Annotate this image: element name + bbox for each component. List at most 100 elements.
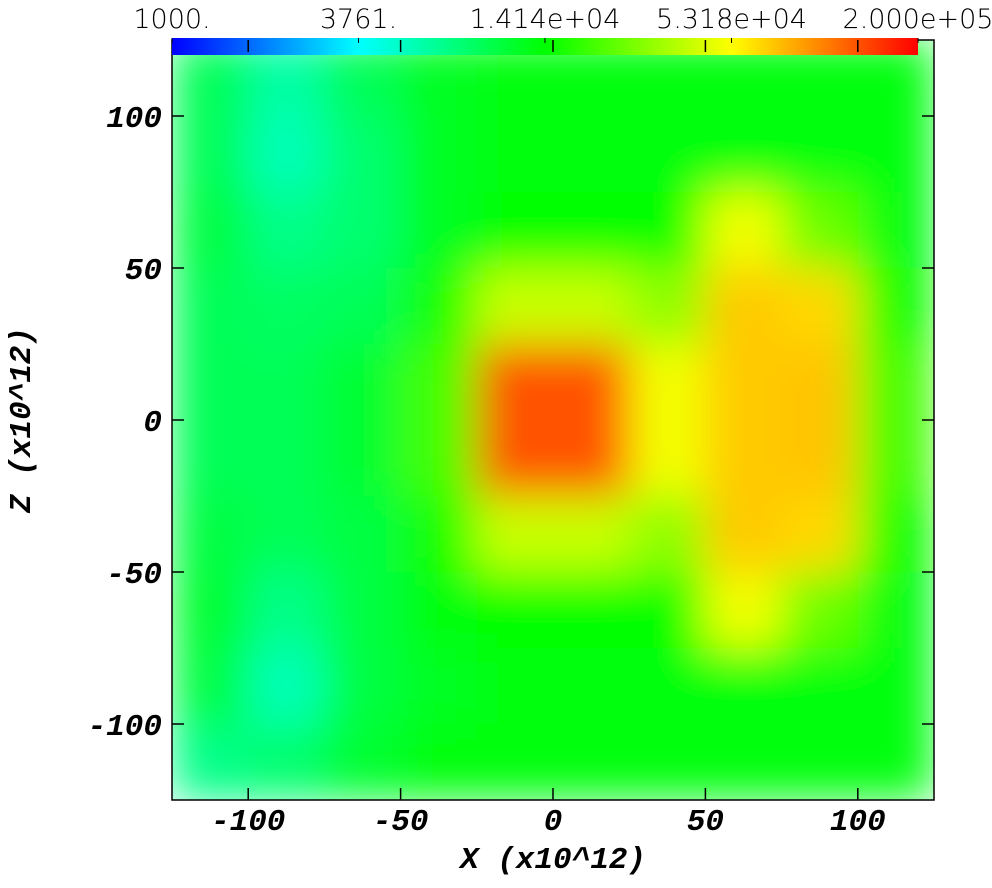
heatmap-cell (248, 116, 325, 193)
heatmap-cell (324, 572, 402, 649)
heatmap-cell (553, 420, 630, 497)
heatmap-cell (781, 724, 859, 800)
heatmap-cell (476, 724, 554, 800)
heatmap-cell (629, 192, 706, 269)
heatmap-cell (400, 420, 478, 497)
y-tick-label: 0 (143, 406, 162, 441)
heatmap-cell (476, 496, 554, 573)
heatmap-cell (248, 344, 325, 421)
heatmap-cell (248, 648, 325, 725)
plot-area (172, 40, 934, 800)
colorbar-tick-label: 2.000e+05 (843, 4, 992, 35)
heatmap-cell (324, 344, 402, 421)
heatmap-cell (781, 344, 859, 421)
heatmap-cell (705, 268, 783, 345)
x-axis-title: X (x10^12) (458, 843, 646, 878)
heatmap-cell (705, 572, 783, 649)
heatmap-cell (324, 724, 402, 800)
heatmap-cell (629, 648, 706, 725)
heatmap-cell (324, 268, 402, 345)
heatmap-cell (248, 496, 325, 573)
heatmap-cell (400, 648, 478, 725)
x-tick-label: -50 (373, 805, 429, 840)
heatmap-cell (400, 116, 478, 193)
colorbar-tick-label: 1000. (133, 4, 210, 35)
heatmap-cell (172, 420, 249, 497)
heatmap-cell (629, 344, 706, 421)
heatmap-cell (324, 496, 402, 573)
y-axis-title: Z (x10^12) (5, 327, 40, 514)
heatmap-cell (553, 572, 630, 649)
heatmap-cell (476, 648, 554, 725)
heatmap-cell (172, 648, 249, 725)
heatmap-cell (781, 648, 859, 725)
heatmap-cell (172, 724, 249, 800)
y-tick-label: -50 (106, 558, 162, 593)
heatmap-cell (553, 268, 630, 345)
heatmap-cell (172, 344, 249, 421)
heatmap-cell (629, 116, 706, 193)
x-tick-label: 100 (830, 805, 886, 840)
heatmap-cell (324, 192, 402, 269)
heatmap-cell (400, 344, 478, 421)
heatmap-cell (857, 268, 934, 345)
heatmap-cell (172, 192, 249, 269)
heatmap-cell (857, 572, 934, 649)
heatmap-cell (553, 116, 630, 193)
heatmap-cell (781, 572, 859, 649)
heatmap-cell (705, 496, 783, 573)
heatmap-cell (629, 496, 706, 573)
heatmap-cell (857, 420, 934, 497)
heatmap-cell (324, 116, 402, 193)
heatmap-cell (629, 572, 706, 649)
heatmap-cell (400, 724, 478, 800)
heatmap-cell (857, 344, 934, 421)
heatmap-cell (781, 192, 859, 269)
y-tick-label: -100 (88, 710, 162, 745)
heatmap-cell (248, 268, 325, 345)
heatmap-cell (857, 192, 934, 269)
heatmap-cell (476, 116, 554, 193)
colorbar-tick-label: 1.414e+04 (470, 4, 621, 35)
x-tick-label: 0 (544, 805, 563, 840)
heatmap-cell (172, 572, 249, 649)
x-tick-label: 50 (687, 805, 724, 840)
heatmap-cell (248, 192, 325, 269)
heatmap-cell (705, 116, 783, 193)
heatmap-cell (705, 648, 783, 725)
heatmap-cell (324, 648, 402, 725)
y-tick-label: 100 (106, 102, 162, 137)
heatmap-cell (553, 648, 630, 725)
heatmap-cell (781, 496, 859, 573)
heatmap (172, 40, 934, 800)
heatmap-cell (476, 344, 554, 421)
heatmap-cell (705, 420, 783, 497)
colorbar-tick-label: 5.318e+04 (656, 4, 807, 35)
heatmap-cell (172, 496, 249, 573)
heatmap-cell (400, 192, 478, 269)
heatmap-cell (324, 420, 402, 497)
colorbar-tick-label: 3761. (320, 4, 397, 35)
heatmap-cell (400, 268, 478, 345)
heatmap-cell (553, 344, 630, 421)
y-tick-label: 50 (125, 254, 162, 289)
heatmap-cell (476, 268, 554, 345)
heatmap-cell (857, 724, 934, 800)
heatmap-cell (705, 724, 783, 800)
heatmap-cell (629, 268, 706, 345)
heatmap-cell (705, 344, 783, 421)
heatmap-cell (172, 268, 249, 345)
x-tick-label: -100 (211, 805, 285, 840)
heatmap-cell (629, 724, 706, 800)
heatmap-cell (857, 116, 934, 193)
heatmap-cell (172, 116, 249, 193)
heatmap-cell (476, 192, 554, 269)
heatmap-cell (248, 572, 325, 649)
heatmap-cell (705, 192, 783, 269)
heatmap-cell (629, 420, 706, 497)
heatmap-cell (781, 116, 859, 193)
heatmap-cell (400, 496, 478, 573)
heatmap-cell (553, 724, 630, 800)
